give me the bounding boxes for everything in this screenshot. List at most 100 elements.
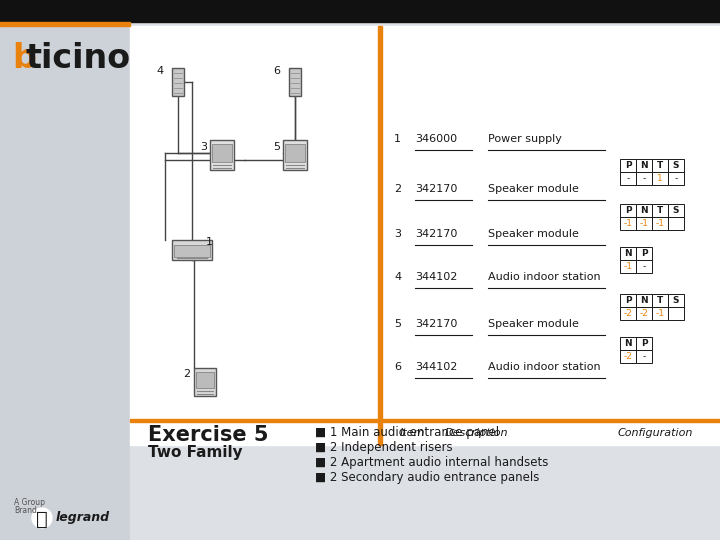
Text: 344102: 344102 xyxy=(415,362,457,372)
Bar xyxy=(636,204,652,217)
Text: Configuration: Configuration xyxy=(618,428,693,438)
Text: Speaker module: Speaker module xyxy=(488,229,579,239)
Text: P: P xyxy=(625,296,631,305)
Bar xyxy=(636,260,652,273)
Bar xyxy=(378,26,382,445)
Text: 4: 4 xyxy=(394,272,401,282)
Bar xyxy=(130,26,720,445)
Text: 342170: 342170 xyxy=(415,184,457,194)
Bar xyxy=(212,144,232,162)
Text: 342170: 342170 xyxy=(415,319,457,329)
Bar xyxy=(194,368,216,396)
Text: Description: Description xyxy=(445,428,508,438)
Text: Item: Item xyxy=(400,428,426,438)
Text: 1: 1 xyxy=(394,134,401,144)
Text: -: - xyxy=(626,174,629,183)
Text: legrand: legrand xyxy=(56,511,110,524)
Bar xyxy=(668,217,684,230)
Bar xyxy=(636,337,652,350)
Bar xyxy=(620,247,636,260)
Text: 2: 2 xyxy=(394,184,401,194)
Bar xyxy=(210,140,234,170)
Text: -1: -1 xyxy=(655,219,665,228)
Bar xyxy=(0,22,130,26)
Bar xyxy=(620,337,636,350)
Text: -: - xyxy=(642,352,646,361)
Text: Audio indoor station: Audio indoor station xyxy=(488,272,600,282)
Text: -1: -1 xyxy=(655,309,665,318)
Circle shape xyxy=(32,508,52,528)
Text: 346000: 346000 xyxy=(415,134,457,144)
Text: -1: -1 xyxy=(639,219,649,228)
Text: N: N xyxy=(624,339,632,348)
Text: S: S xyxy=(672,296,679,305)
Text: 3: 3 xyxy=(394,229,401,239)
Text: Two Family: Two Family xyxy=(148,445,243,460)
Text: N: N xyxy=(640,161,648,170)
Text: 344102: 344102 xyxy=(415,272,457,282)
Bar xyxy=(652,217,668,230)
Text: b: b xyxy=(12,42,36,75)
Bar xyxy=(636,172,652,185)
Text: 6: 6 xyxy=(394,362,401,372)
Text: P: P xyxy=(641,249,647,258)
Text: -2: -2 xyxy=(624,352,632,361)
Text: Audio indoor station: Audio indoor station xyxy=(488,362,600,372)
Text: 5: 5 xyxy=(394,319,401,329)
Text: 6: 6 xyxy=(273,66,280,76)
Bar xyxy=(668,172,684,185)
Text: Exercise 5: Exercise 5 xyxy=(148,425,269,445)
Bar xyxy=(652,204,668,217)
Text: N: N xyxy=(640,206,648,215)
Text: 342170: 342170 xyxy=(415,229,457,239)
Bar xyxy=(652,307,668,320)
Text: -: - xyxy=(675,174,678,183)
Text: Speaker module: Speaker module xyxy=(488,184,579,194)
Text: ■ 2 Secondary audio entrance panels: ■ 2 Secondary audio entrance panels xyxy=(315,471,539,484)
Text: 3: 3 xyxy=(200,142,207,152)
Bar xyxy=(620,350,636,363)
Text: 1: 1 xyxy=(657,174,663,183)
Text: N: N xyxy=(624,249,632,258)
Bar xyxy=(636,247,652,260)
Text: 5: 5 xyxy=(273,142,280,152)
Text: -1: -1 xyxy=(624,219,632,228)
Bar xyxy=(652,294,668,307)
Bar xyxy=(668,307,684,320)
Text: ■ 2 Apartment audio internal handsets: ■ 2 Apartment audio internal handsets xyxy=(315,456,549,469)
Bar xyxy=(285,144,305,162)
Text: T: T xyxy=(657,206,663,215)
Bar xyxy=(0,0,720,22)
Text: 4: 4 xyxy=(156,66,163,76)
Bar xyxy=(620,204,636,217)
Text: T: T xyxy=(657,296,663,305)
Text: A Group: A Group xyxy=(14,498,45,507)
Bar xyxy=(636,350,652,363)
Text: N: N xyxy=(640,296,648,305)
Text: T: T xyxy=(657,161,663,170)
Bar xyxy=(636,294,652,307)
Text: Speaker module: Speaker module xyxy=(488,319,579,329)
Bar xyxy=(620,172,636,185)
Bar xyxy=(620,260,636,273)
Text: 2: 2 xyxy=(183,369,190,379)
Bar xyxy=(172,240,212,260)
Bar xyxy=(172,68,184,96)
Text: Power supply: Power supply xyxy=(488,134,562,144)
Text: -: - xyxy=(642,262,646,271)
Bar xyxy=(636,307,652,320)
Text: -: - xyxy=(642,174,646,183)
Bar xyxy=(130,0,720,540)
Text: Brand: Brand xyxy=(14,506,37,515)
Text: P: P xyxy=(625,206,631,215)
Bar xyxy=(174,245,210,257)
Bar xyxy=(668,204,684,217)
Text: ■ 1 Main audio entrance panel: ■ 1 Main audio entrance panel xyxy=(315,426,499,439)
Bar xyxy=(196,372,214,388)
Text: -2: -2 xyxy=(639,309,649,318)
Text: P: P xyxy=(625,161,631,170)
Bar xyxy=(289,68,301,96)
Text: -1: -1 xyxy=(624,262,632,271)
Text: -2: -2 xyxy=(624,309,632,318)
Bar xyxy=(620,307,636,320)
